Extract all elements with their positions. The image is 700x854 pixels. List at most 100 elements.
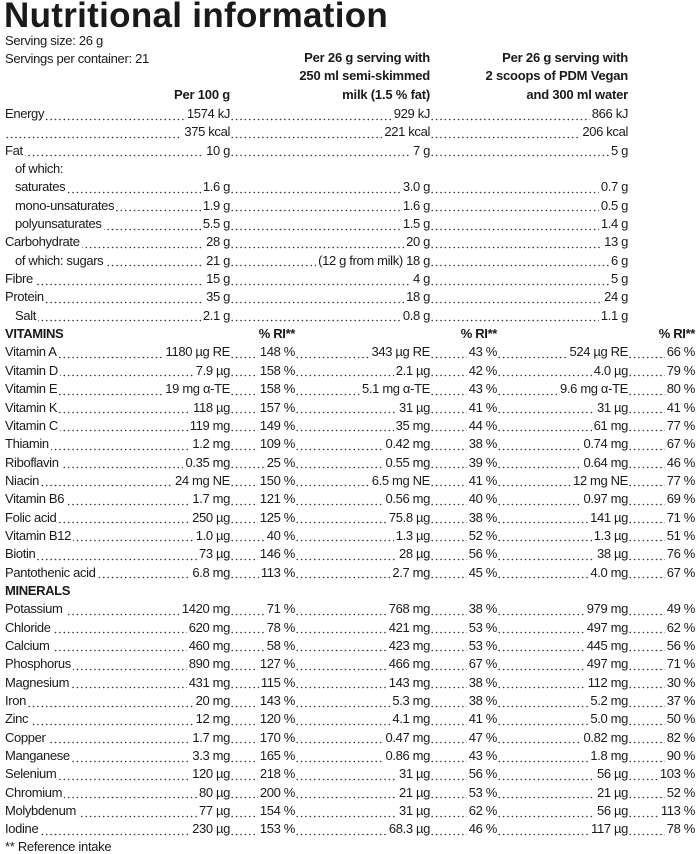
table-cell: 206 kcal [430, 123, 628, 142]
table-cell: 47 % [430, 728, 497, 748]
table-cell: 0.74 mg [497, 435, 628, 454]
cell-value: 31 µg [396, 398, 430, 417]
cell-value: 421 mg [386, 618, 430, 637]
table-cell: 5 g [430, 270, 628, 289]
table-cell: 24 g [430, 288, 628, 307]
table-cell: 113 % [628, 802, 695, 821]
cell-value: 41 % [664, 398, 695, 417]
table-cell: 58 % [230, 636, 295, 656]
table-cell: 157 % [230, 398, 295, 417]
cell-value: 866 kJ [589, 105, 628, 124]
table-cell: Pantothenic acid 6.8 mg [5, 563, 230, 582]
table-cell: 423 mg [295, 636, 430, 656]
vitamin-row: Vitamin B12 1.0 µg 40 % 1.3 µg 52 % 1.3 µg 51 … [5, 526, 697, 546]
row-label: Salt [5, 306, 39, 326]
cell-value: 21 µg [396, 783, 430, 803]
table-cell: 148 % [230, 343, 295, 362]
cell-value: 42 % [466, 361, 497, 381]
cell-value: 1.3 µg [591, 526, 628, 546]
cell-value: 56 % [466, 765, 497, 784]
row-label: Energy [5, 105, 47, 124]
mineral-row: Zinc 12 mg 120 % 4.1 mg 41 % 5.0 mg 50 % [5, 710, 697, 729]
row-label: Biotin [5, 545, 38, 564]
row-label: polyunsaturates [5, 215, 104, 234]
table-cell: 146 % [230, 545, 295, 564]
nutrient-row: Fat 10 g 7 g 5 g [5, 141, 697, 161]
table-cell: 113 % [230, 563, 295, 582]
cell-value: 2.7 mg [390, 563, 430, 582]
cell-value: 77 µg [196, 802, 230, 821]
cell-value: 6.5 mg NE [369, 471, 430, 491]
table-cell: 125 % [230, 508, 295, 527]
cell-value: 0.64 mg [581, 453, 628, 472]
table-cell: 141 µg [497, 508, 628, 527]
row-label: Vitamin B6 [5, 490, 67, 509]
table-cell: Iron 20 mg [5, 692, 230, 711]
table-cell: 200 % [230, 783, 295, 803]
table-cell: 421 mg [295, 618, 430, 637]
cell-value: 5.2 mg [588, 692, 628, 711]
table-cell: 143 mg [295, 673, 430, 692]
table-cell: 2.1 µg [295, 361, 430, 381]
cell-value: 43 % [466, 747, 497, 766]
table-cell: 49 % [628, 600, 695, 619]
cell-value: 31 µg [594, 398, 628, 417]
table-cell: 46 % [430, 820, 497, 839]
cell-value: 75.8 µg [386, 508, 430, 527]
cell-value: 21 µg [594, 783, 628, 803]
table-cell: 21 µg [497, 783, 628, 803]
table-cell: 1.5 g [230, 215, 430, 234]
table-cell: 150 % [230, 471, 295, 491]
cell-value: 113 % [258, 563, 295, 582]
cell-value: 0.56 mg [383, 490, 430, 509]
table-cell: 39 % [430, 453, 497, 472]
table-cell: Manganese 3.3 mg [5, 747, 230, 766]
header-per-100g: Per 100 g [173, 87, 230, 102]
table-cell: Vitamin B6 1.7 mg [5, 490, 230, 509]
cell-value: 15 g [204, 270, 230, 289]
table-cell: 53 % [430, 618, 497, 637]
table-cell: 497 mg [497, 618, 628, 637]
cell-value: 67 % [664, 563, 695, 582]
table-cell: 165 % [230, 747, 295, 766]
table-cell: 1.8 mg [497, 747, 628, 766]
cell-value: 41 % [466, 398, 497, 417]
vitamin-row: Riboflavin 0.35 mg 25 % 0.55 mg 39 % 0.64 mg 4… [5, 453, 697, 472]
row-label: Vitamin E [5, 380, 60, 399]
table-cell: 524 µg RE [497, 343, 628, 362]
table-cell: 67 % [628, 563, 695, 582]
row-label: Vitamin C [5, 416, 60, 436]
cell-value: 5.3 mg [390, 692, 430, 711]
table-cell: 768 mg [295, 600, 430, 619]
cell-value: 47 % [466, 728, 497, 748]
cell-value: 1.2 mg [190, 435, 230, 454]
table-cell: 12 mg NE [497, 471, 628, 491]
table-cell: 929 kJ [230, 105, 430, 124]
cell-value: % RI** [656, 325, 695, 344]
cell-value: 37 % [664, 692, 695, 711]
table-cell: 18 g [230, 288, 430, 307]
header-line: 2 scoops of PDM Vegan [485, 68, 629, 84]
table-cell: 4.0 mg [497, 563, 628, 582]
table-cell: 35 mg [295, 416, 430, 436]
cell-value: 221 kcal [382, 123, 430, 142]
table-cell: 43 % [430, 343, 497, 362]
cell-value: 50 % [664, 710, 695, 729]
table-cell: 158 % [230, 361, 295, 381]
cell-value: 1.3 µg [393, 526, 430, 546]
cell-value: 62 % [466, 802, 497, 821]
cell-value: 5.0 mg [588, 710, 628, 729]
cell-value: 67 % [466, 655, 497, 674]
nutrition-table: Energy 1574 kJ 929 kJ 866 kJ 375 kcal 221 kca… [5, 105, 697, 854]
table-cell: 0.47 mg [295, 728, 430, 748]
cell-value: 43 % [466, 343, 497, 362]
cell-value: 153 % [257, 820, 295, 839]
table-cell: 71 % [628, 508, 695, 527]
cell-value: 38 % [466, 508, 497, 527]
table-cell: 0.7 g [430, 178, 628, 197]
table-cell: 4.1 mg [295, 710, 430, 729]
row-label: of which: [5, 160, 66, 179]
table-cell: 4 g [230, 270, 430, 289]
cell-value: 30 % [664, 673, 695, 692]
cell-value: 12 mg [193, 710, 230, 729]
